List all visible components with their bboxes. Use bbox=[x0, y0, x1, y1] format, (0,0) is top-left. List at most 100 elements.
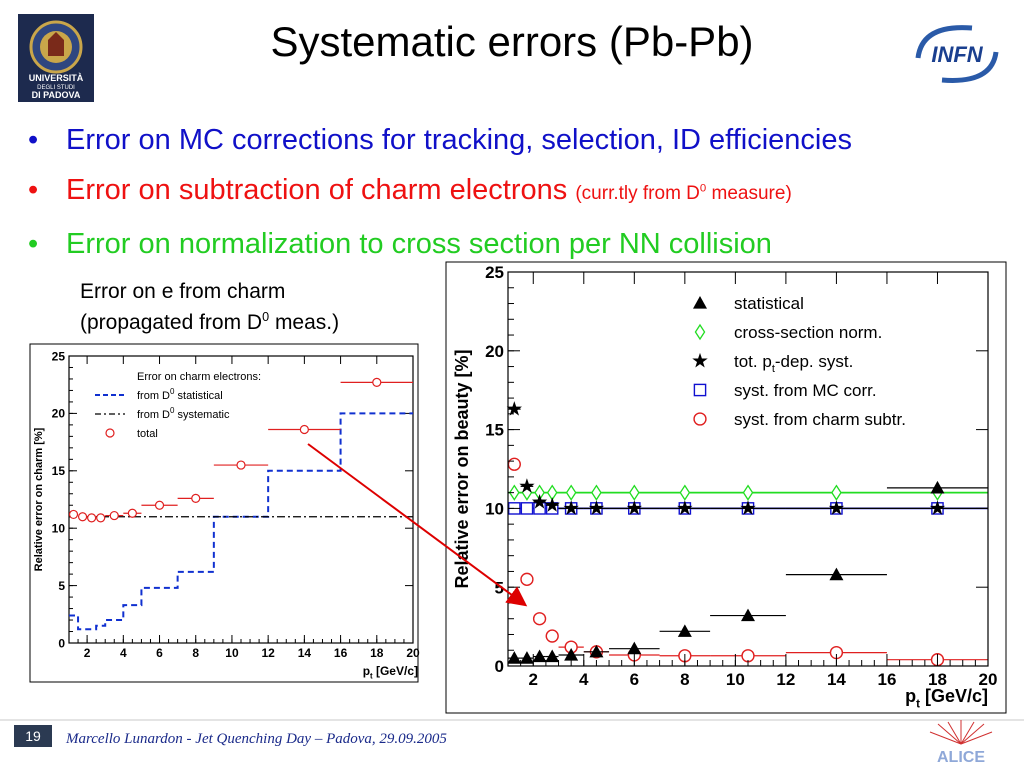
legend-entry-sup: 0 bbox=[170, 387, 175, 396]
series-point-star bbox=[626, 500, 642, 515]
bullet-dot-icon: • bbox=[28, 228, 39, 260]
total-point bbox=[127, 508, 137, 518]
legend-entry: syst. from charm subtr. bbox=[734, 410, 906, 429]
infn-logo-text: INFN bbox=[931, 42, 983, 67]
charm-error-chart: 2 4 6 8 10 12 14 16 18 20 0 5 10 15 20 25 pt [GeV/c] Rela… bbox=[29, 343, 420, 683]
total-point bbox=[68, 509, 79, 520]
series-point-triangle bbox=[564, 647, 579, 661]
x-tick-label: 8 bbox=[680, 670, 689, 689]
logo-left-line1: UNIVERSITÀ bbox=[29, 73, 84, 83]
legend-entry-sub: t bbox=[772, 363, 775, 375]
x-tick-label: 2 bbox=[529, 670, 538, 689]
y-tick-label: 25 bbox=[485, 263, 504, 282]
y-tick-label: 0 bbox=[495, 657, 504, 676]
x-tick-label: 14 bbox=[298, 646, 312, 660]
legend-marker-star bbox=[692, 352, 708, 368]
x-tick-label: 18 bbox=[928, 670, 947, 689]
bullet-item: • Error on MC corrections for tracking, s… bbox=[28, 115, 852, 165]
legend-entry: syst. from MC corr. bbox=[734, 381, 877, 400]
x-axis-label: pt [GeV/c] bbox=[905, 686, 988, 710]
bullet-item: • Error on subtraction of charm electrons… bbox=[28, 165, 852, 219]
legend-entry-text: systematic bbox=[174, 409, 230, 421]
side-note: Error on e from charm (propagated from D… bbox=[80, 276, 339, 338]
series-point-star bbox=[563, 500, 579, 515]
series-point-star bbox=[544, 497, 560, 512]
y-tick-label: 5 bbox=[495, 578, 504, 597]
series-point-star bbox=[506, 401, 522, 416]
x-tick-label: 10 bbox=[225, 646, 239, 660]
legend-marker-circle bbox=[693, 412, 707, 426]
x-tick-label: 4 bbox=[120, 646, 127, 660]
total-point bbox=[109, 510, 119, 521]
series-point-circle bbox=[507, 457, 521, 471]
series-point-circle bbox=[741, 649, 755, 663]
arrow-icon bbox=[307, 443, 528, 607]
x-tick-label: 6 bbox=[156, 646, 163, 660]
total-point bbox=[299, 424, 309, 435]
x-axis-label-main: p bbox=[363, 664, 370, 678]
series-point-circle bbox=[545, 629, 559, 643]
y-axis-label: Relative error on beauty [%] bbox=[452, 349, 472, 588]
x-tick-label: 6 bbox=[630, 670, 639, 689]
series-point-diamond bbox=[679, 484, 691, 501]
total-point bbox=[96, 513, 106, 523]
legend-entry-text: statistical bbox=[174, 390, 222, 402]
legend-entry-text: total bbox=[137, 428, 158, 440]
x-axis-label-sub: t bbox=[370, 672, 373, 681]
side-note-line2: (propagated from D0 meas.) bbox=[80, 310, 340, 334]
legend-entry-text: from D bbox=[137, 409, 170, 421]
x-tick-label: 20 bbox=[979, 670, 998, 689]
x-axis-label-unit: [GeV/c] bbox=[920, 686, 988, 706]
y-tick-label: 10 bbox=[485, 500, 504, 519]
legend-entry: tot. pt-dep. syst. bbox=[734, 352, 853, 375]
legend-entry: from D0 systematic bbox=[137, 406, 230, 421]
y-tick-label: 10 bbox=[52, 522, 66, 536]
total-point bbox=[372, 377, 382, 388]
x-tick-label: 20 bbox=[406, 646, 420, 660]
series-point-triangle bbox=[677, 624, 692, 637]
series-point-star bbox=[531, 494, 548, 509]
series-point-star bbox=[828, 500, 845, 515]
legend-marker-triangle bbox=[693, 296, 707, 309]
series-point-triangle bbox=[545, 649, 560, 663]
x-tick-label: 12 bbox=[261, 646, 275, 660]
stat-step-line bbox=[69, 412, 413, 631]
series-point-star bbox=[929, 500, 946, 515]
series-point-star bbox=[740, 500, 756, 515]
series-point-triangle bbox=[627, 641, 642, 655]
series-point-triangle bbox=[741, 608, 755, 622]
total-point bbox=[236, 460, 246, 470]
bullet-dot-icon: • bbox=[28, 174, 39, 206]
bullet-text: Error on subtraction of charm electrons bbox=[66, 174, 568, 206]
x-tick-label: 2 bbox=[84, 646, 91, 660]
footer-text: Marcello Lunardon - Jet Quenching Day – … bbox=[66, 731, 447, 747]
x-tick-label: 16 bbox=[334, 646, 348, 660]
bullet-text: Error on MC corrections for tracking, se… bbox=[66, 124, 852, 156]
series-point-diamond bbox=[591, 484, 602, 501]
series-point-diamond bbox=[831, 484, 842, 501]
page-number: 19 bbox=[14, 725, 52, 747]
total-point bbox=[191, 493, 201, 503]
total-point bbox=[77, 512, 88, 522]
y-tick-label: 15 bbox=[52, 464, 66, 478]
total-point bbox=[87, 513, 97, 523]
legend-entry-text: from D bbox=[137, 390, 170, 402]
series-point-triangle bbox=[532, 649, 547, 663]
series-point-circle bbox=[532, 612, 547, 626]
x-axis-label-sub: t bbox=[916, 697, 920, 710]
legend-entry-sup: 0 bbox=[170, 406, 175, 415]
legend-swatch-circle bbox=[105, 428, 115, 438]
legend-marker-diamond bbox=[694, 323, 706, 341]
slide-title: Systematic errors (Pb-Pb) bbox=[270, 18, 754, 65]
legend-title: Error on charm electrons: bbox=[137, 371, 261, 383]
university-seal-icon: UNIVERSITÀ DEGLI STUDI DI PADOVA bbox=[18, 14, 94, 102]
alice-logo-text: ALICE bbox=[937, 749, 985, 766]
y-tick-label: 25 bbox=[52, 349, 66, 363]
series-point-diamond bbox=[565, 484, 577, 501]
infn-logo-icon: INFN bbox=[915, 25, 999, 83]
legend-entry-text: statistical bbox=[734, 294, 804, 313]
legend-marker-square bbox=[693, 383, 707, 397]
bullet-list: • Error on MC corrections for tracking, s… bbox=[28, 115, 852, 269]
legend-entry-text: syst. from MC corr. bbox=[734, 381, 877, 400]
